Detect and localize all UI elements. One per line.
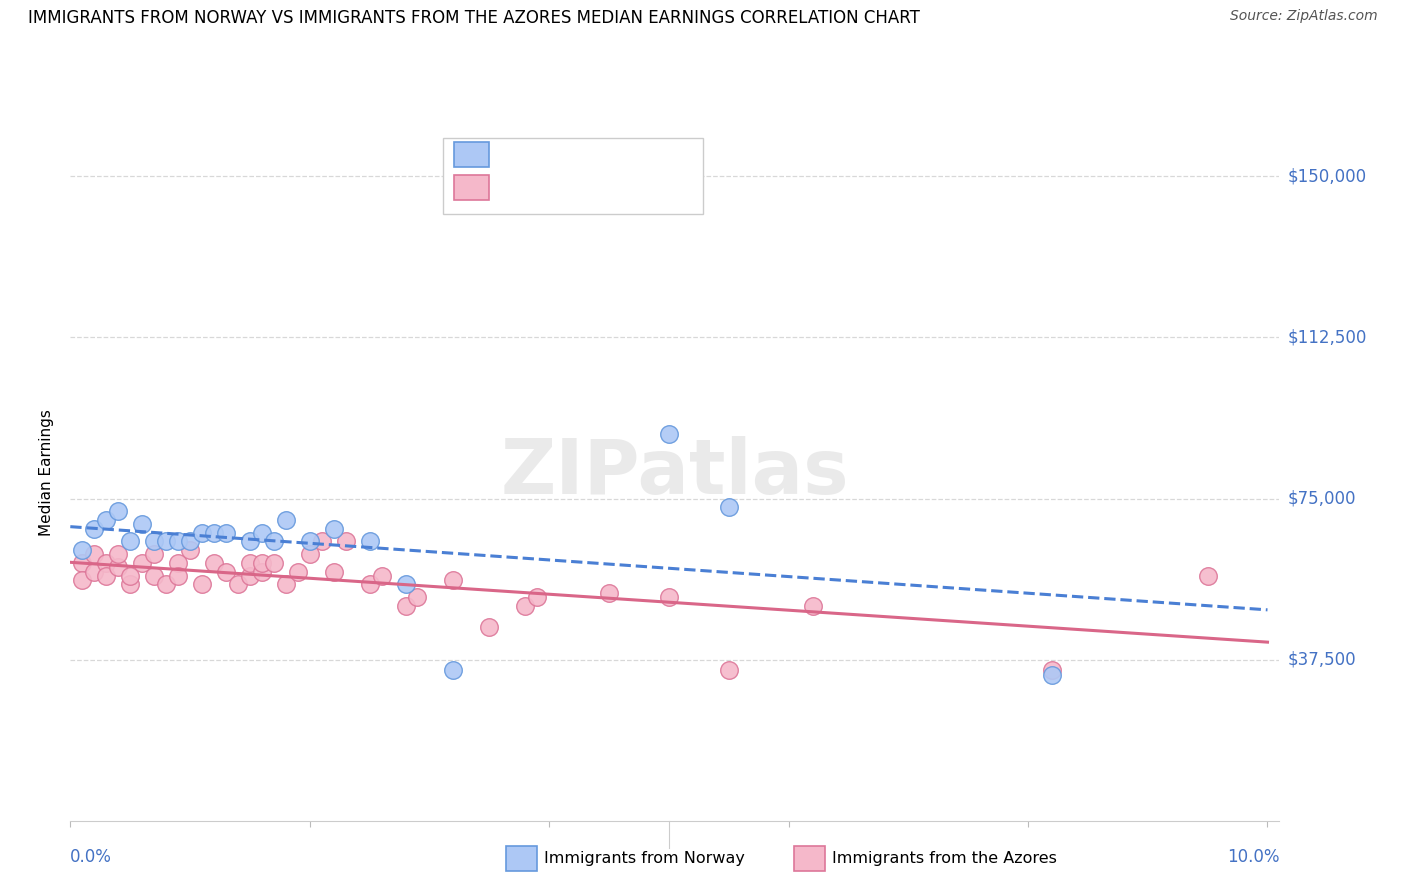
Point [441, 573, 464, 587]
Point [239, 534, 262, 549]
Text: IMMIGRANTS FROM NORWAY VS IMMIGRANTS FROM THE AZORES MEDIAN EARNINGS CORRELATION: IMMIGRANTS FROM NORWAY VS IMMIGRANTS FRO… [28, 9, 920, 27]
Point [478, 620, 501, 634]
Text: 10.0%: 10.0% [1227, 848, 1279, 866]
Point [83, 547, 105, 561]
Point [143, 534, 166, 549]
Point [72, 543, 94, 558]
Point [120, 569, 142, 583]
Text: Immigrants from Norway: Immigrants from Norway [544, 851, 745, 865]
Text: R =: R = [496, 178, 533, 196]
Point [167, 569, 190, 583]
Point [131, 556, 153, 570]
Point [179, 543, 201, 558]
Text: 46: 46 [609, 178, 631, 196]
Point [239, 556, 262, 570]
Point [801, 599, 824, 613]
Point [250, 565, 273, 579]
Text: $37,500: $37,500 [1288, 650, 1357, 669]
Point [515, 599, 537, 613]
Point [658, 427, 681, 442]
Point [120, 534, 142, 549]
Point [167, 556, 190, 570]
Point [598, 586, 620, 600]
Point [191, 577, 214, 591]
Point [155, 577, 177, 591]
Point [72, 573, 94, 587]
Text: $112,500: $112,500 [1288, 328, 1367, 346]
Text: R =: R = [496, 145, 533, 163]
Point [1040, 667, 1063, 681]
Text: 25: 25 [609, 145, 631, 163]
Point [658, 591, 681, 605]
Point [263, 556, 285, 570]
Point [107, 504, 129, 518]
Point [406, 591, 429, 605]
Point [394, 577, 416, 591]
Point [1197, 569, 1219, 583]
Point [167, 534, 190, 549]
Text: $75,000: $75,000 [1288, 490, 1357, 508]
Point [359, 577, 381, 591]
Y-axis label: Median Earnings: Median Earnings [39, 409, 55, 536]
Point [83, 522, 105, 536]
Point [250, 525, 273, 540]
Point [155, 534, 177, 549]
Point [96, 569, 118, 583]
Point [394, 599, 416, 613]
Text: Source: ZipAtlas.com: Source: ZipAtlas.com [1230, 9, 1378, 23]
Point [107, 560, 129, 574]
Point [143, 569, 166, 583]
Point [526, 591, 548, 605]
Point [370, 569, 392, 583]
Point [717, 663, 740, 677]
Point [250, 556, 273, 570]
Point [322, 522, 344, 536]
Text: $150,000: $150,000 [1288, 168, 1367, 186]
Point [96, 513, 118, 527]
Point [311, 534, 333, 549]
Point [263, 534, 285, 549]
Point [143, 547, 166, 561]
Point [274, 577, 297, 591]
Point [107, 547, 129, 561]
Point [298, 534, 321, 549]
Point [202, 525, 225, 540]
Point [83, 565, 105, 579]
Text: N =: N = [581, 145, 628, 163]
Point [215, 565, 238, 579]
Point [72, 556, 94, 570]
Point [274, 513, 297, 527]
Point [226, 577, 249, 591]
Text: Immigrants from the Azores: Immigrants from the Azores [832, 851, 1057, 865]
Text: ZIPatlas: ZIPatlas [501, 436, 849, 509]
Point [441, 663, 464, 677]
Point [120, 577, 142, 591]
Point [717, 500, 740, 515]
Text: N =: N = [581, 178, 628, 196]
Point [96, 556, 118, 570]
Point [202, 556, 225, 570]
Text: -0.187: -0.187 [523, 178, 582, 196]
Point [239, 569, 262, 583]
Point [359, 534, 381, 549]
Point [1040, 663, 1063, 677]
Point [191, 525, 214, 540]
Point [335, 534, 357, 549]
Point [298, 547, 321, 561]
Point [179, 534, 201, 549]
Text: -0.148: -0.148 [523, 145, 582, 163]
Point [287, 565, 309, 579]
Point [322, 565, 344, 579]
Text: 0.0%: 0.0% [70, 848, 112, 866]
Point [131, 517, 153, 532]
Point [215, 525, 238, 540]
